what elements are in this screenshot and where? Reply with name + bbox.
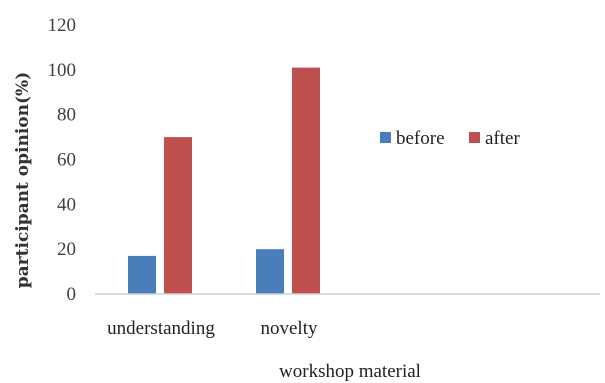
x-axis-title: workshop material [279,361,421,382]
legend-swatch-before [380,132,391,143]
y-tick-label-40: 40 [57,194,76,215]
y-tick-label-80: 80 [57,105,76,126]
y-tick-label-20: 20 [57,239,76,260]
y-tick-label-60: 60 [57,150,76,171]
bar-before-understanding [128,255,156,294]
legend-swatch-after [469,132,480,143]
legend-label-after: after [485,128,520,149]
y-tick-label-0: 0 [67,284,77,305]
x-category-label-novelty: novelty [261,318,318,339]
x-category-label-understanding: understanding [107,318,215,339]
bars [128,67,320,294]
y-axis-title: participant opinion(%) [13,72,33,288]
legend-label-before: before [396,128,445,149]
y-tick-label-100: 100 [48,60,77,81]
y-axis-ticks: 0 20 40 60 80 100 120 [48,15,77,305]
legend: before after [380,128,520,149]
x-axis-category-labels: understanding novelty [107,318,318,339]
bar-after-novelty [292,67,320,294]
y-tick-label-120: 120 [48,15,77,36]
bar-after-understanding [164,137,192,294]
bar-before-novelty [256,249,284,294]
